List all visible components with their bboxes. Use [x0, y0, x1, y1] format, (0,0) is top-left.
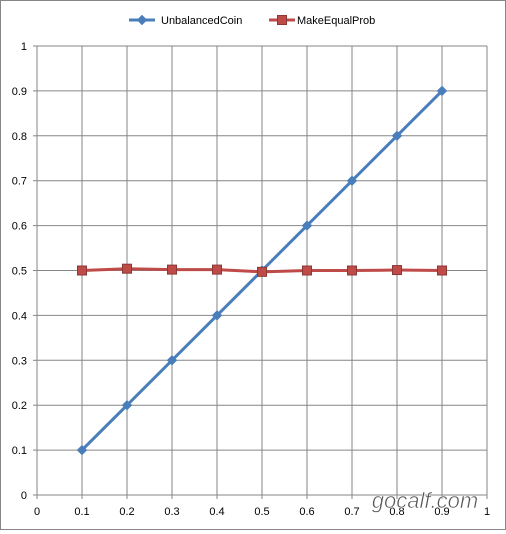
data-point-make-equal-prob	[77, 265, 87, 276]
y-tick-label: 0.5	[12, 266, 27, 278]
series-make-equal-prob	[77, 263, 447, 277]
data-point-unbalanced-coin	[436, 85, 448, 97]
y-tick-label: 0.6	[12, 221, 27, 233]
x-tick-label: 0.2	[119, 506, 134, 518]
data-point-unbalanced-coin	[76, 444, 88, 456]
y-tick-label: 0.3	[12, 355, 27, 367]
x-tick-label: 0.5	[254, 506, 269, 518]
x-tick-label: 0.6	[299, 506, 314, 518]
legend-item-unbalanced-coin: UnbalancedCoin	[129, 14, 242, 27]
y-tick-label: 0	[21, 490, 27, 502]
data-point-unbalanced-coin	[301, 220, 313, 231]
legend-label: MakeEqualProb	[297, 15, 375, 27]
data-point-make-equal-prob	[347, 265, 357, 276]
y-tick-label: 0.8	[12, 131, 27, 143]
y-tick-label: 1	[21, 41, 27, 53]
x-tick-label: 0.1	[74, 506, 89, 518]
y-tick-label: 0.7	[12, 176, 27, 188]
data-point-unbalanced-coin	[211, 310, 223, 321]
data-point-unbalanced-coin	[166, 355, 178, 366]
watermark-text: gocalf.com	[372, 488, 478, 513]
data-point-make-equal-prob	[122, 263, 132, 274]
data-point-unbalanced-coin	[391, 130, 403, 142]
data-point-unbalanced-coin	[346, 175, 358, 186]
data-point-make-equal-prob	[392, 265, 402, 276]
y-tick-label: 0.2	[12, 400, 27, 412]
x-tick-label: 0.8	[389, 506, 404, 518]
data-point-make-equal-prob	[302, 265, 312, 276]
data-point-make-equal-prob	[437, 265, 447, 276]
legend-label: UnbalancedCoin	[161, 15, 242, 27]
x-tick-label: 0.7	[344, 506, 359, 518]
data-point-make-equal-prob	[212, 264, 222, 275]
axes: 0 0.1 0.2 0.3 0.4 0.5 0.6 0.7 0.8 0.9 1 0 0.1 0.2 0.3 0…	[12, 41, 490, 518]
data-point-unbalanced-coin	[121, 399, 133, 411]
legend: UnbalancedCoin MakeEqualProb	[129, 14, 375, 27]
y-tick-label: 0.9	[12, 86, 27, 98]
x-tick-label: 0.4	[209, 506, 224, 518]
x-tick-label: 1	[484, 506, 490, 518]
y-tick-label: 0.1	[12, 445, 27, 457]
legend-marker	[277, 15, 287, 25]
x-tick-label: 0	[34, 506, 40, 518]
series	[76, 85, 448, 456]
data-point-make-equal-prob	[167, 264, 177, 275]
data-point-make-equal-prob	[257, 266, 267, 277]
x-tick-label: 0.3	[164, 506, 179, 518]
legend-item-make-equal-prob: MakeEqualProb	[269, 15, 375, 27]
y-tick-label: 0.4	[12, 310, 27, 322]
legend-marker	[136, 14, 148, 26]
x-tick-label: 0.9	[434, 506, 449, 518]
